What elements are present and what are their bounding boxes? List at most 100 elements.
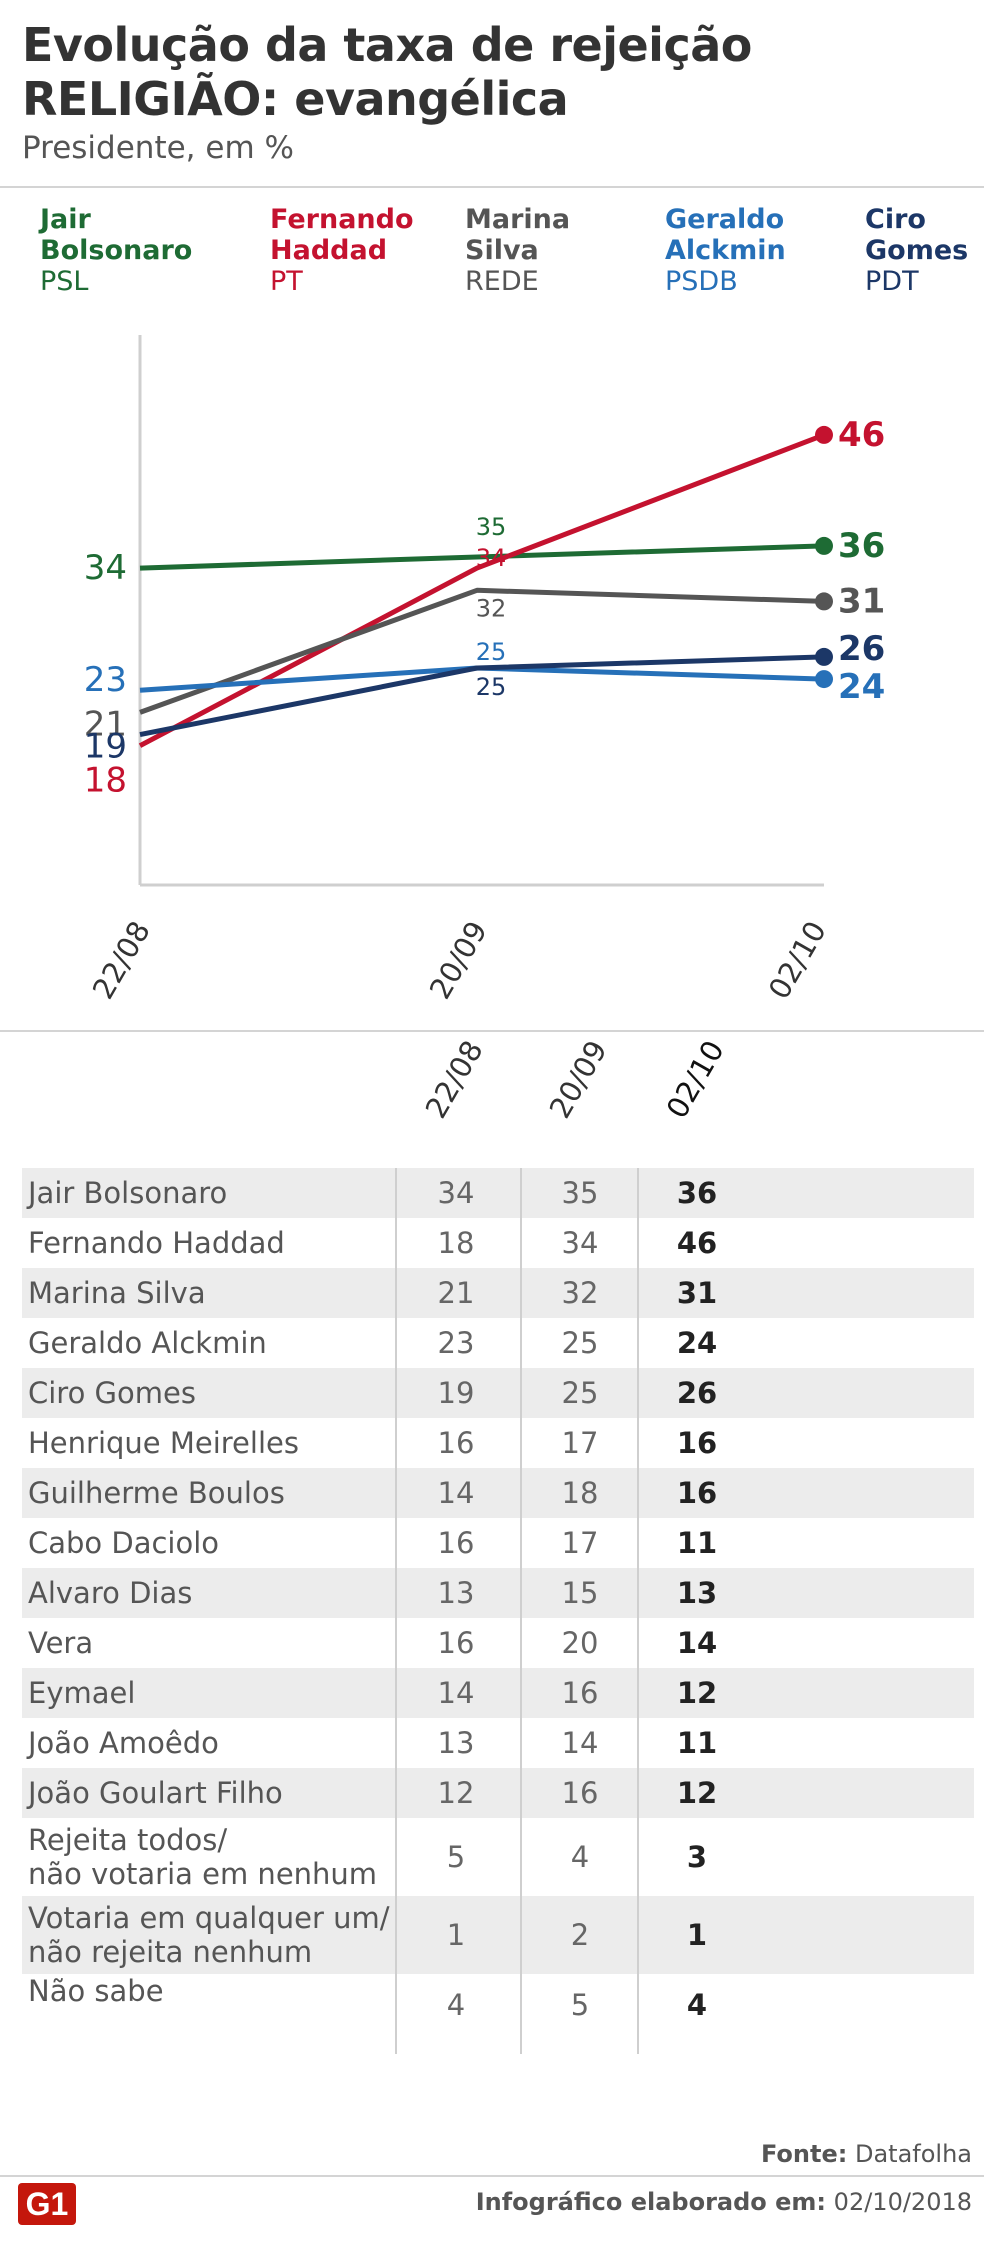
data-label-end: 46	[838, 415, 885, 455]
table-cell-name: João Amoêdo	[28, 1726, 219, 1760]
table-row: Ciro Gomes 19 25 26	[22, 1368, 974, 1418]
table-cell-value: 17	[561, 1426, 599, 1460]
table-row: Não sabe 4 5 4	[22, 1974, 974, 2024]
table-cell-value: 18	[561, 1476, 599, 1510]
table-cell-value: 32	[561, 1276, 599, 1310]
table-column-divider	[395, 1168, 397, 2054]
table-cell-name: Rejeita todos/ não votaria em nenhum	[28, 1823, 378, 1891]
table-cell-value: 36	[676, 1176, 718, 1210]
table-cell-value: 16	[676, 1476, 718, 1510]
data-label-end: 24	[838, 667, 885, 707]
legend-item: Jair Bolsonaro PSL	[40, 204, 220, 297]
table-row: Geraldo Alckmin 23 25 24	[22, 1318, 974, 1368]
legend-party: PT	[270, 266, 303, 297]
table-cell-value: 16	[437, 1626, 475, 1660]
data-label-mid: 32	[476, 594, 507, 622]
table-cell-value: 35	[561, 1176, 599, 1210]
table-cell-value: 4	[686, 1988, 708, 2022]
series-end-point	[815, 425, 833, 444]
chart-title-segment: RELIGIÃO: evangélica	[22, 72, 569, 126]
data-label-mid: 34	[476, 544, 507, 572]
table-cell-value: 25	[561, 1376, 599, 1410]
table-cell-value: 13	[676, 1576, 718, 1610]
g1-logo: G1	[18, 2183, 76, 2225]
legend-candidate-name: Jair Bolsonaro	[40, 204, 193, 266]
table-cell-value: 13	[437, 1726, 475, 1760]
legend-party: PDT	[865, 266, 919, 297]
chart-title: Evolução da taxa de rejeição	[22, 18, 752, 72]
series-line	[139, 654, 825, 738]
table-cell-name: Cabo Daciolo	[28, 1526, 220, 1560]
table-cell-value: 13	[437, 1576, 475, 1610]
table-cell-value: 1	[446, 1918, 466, 1952]
data-label-start: 18	[84, 761, 127, 801]
table-cell-value: 4	[446, 1988, 466, 2022]
table-cell-name: Alvaro Dias	[28, 1576, 193, 1610]
table-row: Jair Bolsonaro 34 35 36	[22, 1168, 974, 1218]
table-cell-value: 12	[676, 1676, 718, 1710]
table-column-divider	[637, 1168, 639, 2054]
legend-item: Marina Silva REDE	[465, 204, 645, 297]
data-label-end: 36	[838, 526, 885, 566]
table-cell-value: 5	[570, 1988, 590, 2022]
table-cell-value: 14	[676, 1626, 718, 1660]
table-column-header: 22/08	[418, 1034, 490, 1124]
table-cell-value: 25	[561, 1326, 599, 1360]
data-label-end: 26	[838, 629, 885, 669]
table-cell-value: 3	[686, 1840, 708, 1874]
series-end-point	[815, 536, 833, 555]
table-cell-name: Henrique Meirelles	[28, 1426, 299, 1460]
table-cell-name: Guilherme Boulos	[28, 1476, 285, 1510]
table-row: Cabo Daciolo 16 17 11	[22, 1518, 974, 1568]
legend-candidate-name: Geraldo Alckmin	[665, 204, 786, 266]
table-cell-value: 46	[676, 1226, 718, 1260]
table-row: Eymael 14 16 12	[22, 1668, 974, 1718]
data-label-mid: 25	[476, 638, 507, 666]
data-label-start: 34	[84, 548, 127, 588]
table-cell-value: 18	[437, 1226, 475, 1260]
table-cell-value: 12	[676, 1776, 718, 1810]
table-cell-name: Jair Bolsonaro	[28, 1176, 228, 1210]
legend-item: Geraldo Alckmin PSDB	[665, 204, 845, 297]
data-label-start: 19	[84, 727, 127, 767]
source-label: Fonte:	[760, 2140, 848, 2168]
table-cell-value: 17	[561, 1526, 599, 1560]
table-cell-name: Não sabe	[28, 1974, 164, 2008]
table-row: João Goulart Filho 12 16 12	[22, 1768, 974, 1818]
x-tick-label: 02/10	[762, 915, 833, 1000]
table-row: Marina Silva 21 32 31	[22, 1268, 974, 1318]
series-end-point	[815, 670, 833, 689]
table-cell-value: 16	[676, 1426, 718, 1460]
data-label-mid: 25	[476, 673, 507, 701]
table-row: Alvaro Dias 13 15 13	[22, 1568, 974, 1618]
table-cell-value: 26	[676, 1376, 718, 1410]
table-column-header: 02/10	[659, 1034, 731, 1124]
table-cell-value: 11	[676, 1526, 718, 1560]
table-cell-value: 11	[676, 1726, 718, 1760]
table-column-divider	[520, 1168, 522, 2054]
table-column-header: 20/09	[542, 1034, 614, 1124]
table-cell-value: 16	[561, 1776, 599, 1810]
chart-subtitle: Presidente, em %	[22, 130, 294, 166]
divider	[0, 2175, 984, 2177]
table-cell-value: 5	[446, 1840, 466, 1874]
table-cell-name: Votaria em qualquer um/ não rejeita nenh…	[28, 1901, 390, 1969]
table-cell-name: Fernando Haddad	[28, 1226, 285, 1260]
table-cell-name: Marina Silva	[28, 1276, 206, 1310]
table-cell-value: 14	[561, 1726, 599, 1760]
table-cell-value: 14	[437, 1476, 475, 1510]
series-line	[139, 587, 825, 715]
table-row: Guilherme Boulos 14 18 16	[22, 1468, 974, 1518]
table-cell-name: Geraldo Alckmin	[28, 1326, 267, 1360]
divider	[0, 186, 984, 188]
legend-item: Ciro Gomes PDT	[865, 204, 984, 297]
table-cell-value: 1	[686, 1918, 708, 1952]
table-cell-value: 34	[437, 1176, 475, 1210]
table-cell-value: 20	[561, 1626, 599, 1660]
table-cell-value: 2	[570, 1918, 590, 1952]
table-cell-name: Vera	[28, 1626, 94, 1660]
table-row: Votaria em qualquer um/ não rejeita nenh…	[22, 1896, 974, 1974]
data-label-end: 31	[838, 581, 885, 621]
x-tick-label: 22/08	[86, 915, 157, 1000]
